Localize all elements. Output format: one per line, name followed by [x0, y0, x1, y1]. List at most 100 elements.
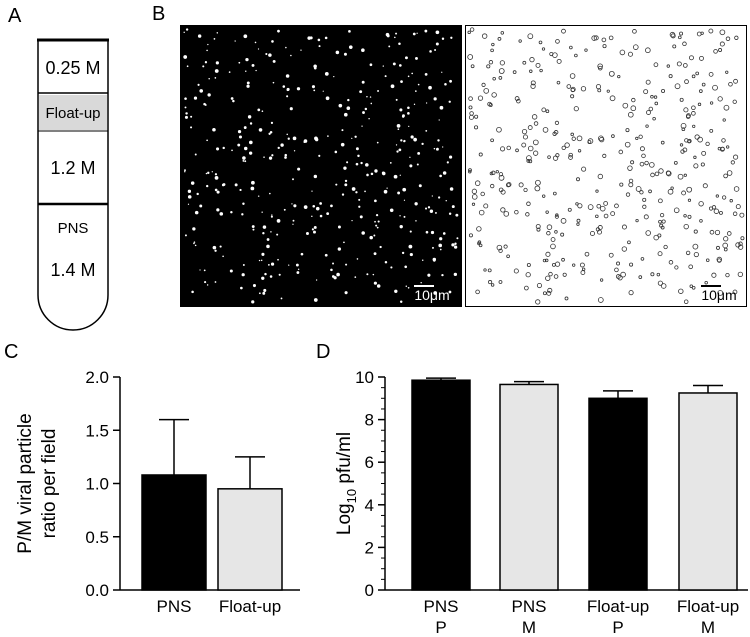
particle — [611, 134, 615, 138]
particle — [263, 288, 267, 292]
x-tick-label: PNS — [424, 597, 459, 616]
particle — [376, 141, 379, 144]
particle — [567, 207, 572, 212]
particle — [516, 98, 521, 104]
particle — [368, 117, 370, 120]
particle — [370, 102, 373, 105]
x-tick-label: Float-up — [219, 597, 281, 616]
particle — [345, 263, 348, 266]
particle — [670, 33, 676, 39]
particle — [572, 263, 576, 267]
particle — [608, 35, 614, 41]
particle — [356, 258, 359, 260]
particle — [595, 214, 599, 219]
particle — [266, 244, 270, 249]
particle — [701, 150, 707, 156]
particle — [335, 183, 338, 186]
particle — [693, 229, 698, 234]
particle — [270, 215, 273, 218]
particle — [725, 36, 731, 41]
particle — [389, 161, 392, 164]
y-tick-label: 2.0 — [85, 368, 109, 387]
particle — [468, 96, 473, 101]
particle — [317, 38, 321, 42]
particle — [653, 234, 659, 241]
particle — [375, 224, 378, 227]
particle — [576, 218, 581, 223]
particle — [656, 272, 661, 277]
particle — [645, 124, 649, 128]
particle — [185, 28, 189, 31]
particle — [313, 230, 316, 234]
particle — [676, 61, 682, 67]
particle — [584, 48, 588, 52]
particle — [341, 193, 345, 196]
particle — [297, 268, 300, 270]
particle — [399, 215, 401, 217]
particle — [625, 128, 630, 133]
particle — [433, 291, 438, 295]
particle — [553, 274, 559, 279]
particle — [456, 237, 459, 240]
particle — [425, 230, 429, 234]
particle — [234, 183, 238, 187]
particle — [591, 35, 597, 41]
particle — [488, 60, 494, 65]
particle — [717, 96, 723, 102]
particle — [732, 99, 737, 104]
particle — [628, 178, 634, 184]
particle — [522, 60, 527, 65]
particle — [481, 82, 486, 87]
tube-label: PNS — [58, 220, 89, 237]
particle — [503, 244, 508, 249]
particle — [660, 283, 667, 289]
particle — [374, 169, 378, 173]
particle — [311, 215, 313, 218]
particle — [205, 172, 208, 175]
particle — [186, 65, 189, 68]
particle — [597, 65, 603, 71]
particle — [439, 174, 442, 178]
particle — [270, 121, 274, 125]
particle — [268, 132, 271, 135]
particle — [587, 138, 594, 144]
particle — [621, 246, 628, 252]
particle — [448, 290, 452, 294]
particle — [684, 138, 689, 143]
particle-map — [465, 25, 747, 307]
particle — [597, 63, 603, 69]
particle — [261, 276, 265, 280]
particle — [619, 182, 624, 187]
particle — [629, 262, 634, 267]
particle — [388, 45, 391, 48]
particle — [692, 124, 696, 129]
particle — [624, 141, 631, 148]
particle — [315, 279, 318, 281]
particle — [215, 61, 219, 65]
particle — [627, 165, 633, 171]
x-tick-label: PNS — [512, 597, 547, 616]
particle — [526, 262, 531, 267]
particle — [438, 243, 443, 248]
particle — [435, 42, 439, 46]
particle — [708, 28, 714, 34]
particle — [648, 106, 654, 112]
y-axis-label-part: Log — [334, 503, 355, 535]
particle — [614, 267, 619, 273]
particle — [500, 189, 506, 195]
particle — [265, 52, 268, 56]
particle — [700, 31, 704, 35]
particle — [361, 48, 365, 53]
particle — [377, 90, 380, 92]
particle — [679, 97, 684, 102]
y-axis-label-part: pfu/ml — [334, 432, 355, 489]
particle — [332, 262, 335, 265]
particle — [483, 203, 489, 209]
particle — [492, 77, 496, 81]
particle — [343, 166, 347, 170]
particle — [428, 85, 432, 90]
particle — [542, 291, 547, 296]
particle — [425, 129, 428, 132]
particle — [261, 211, 263, 213]
particle — [659, 212, 665, 218]
